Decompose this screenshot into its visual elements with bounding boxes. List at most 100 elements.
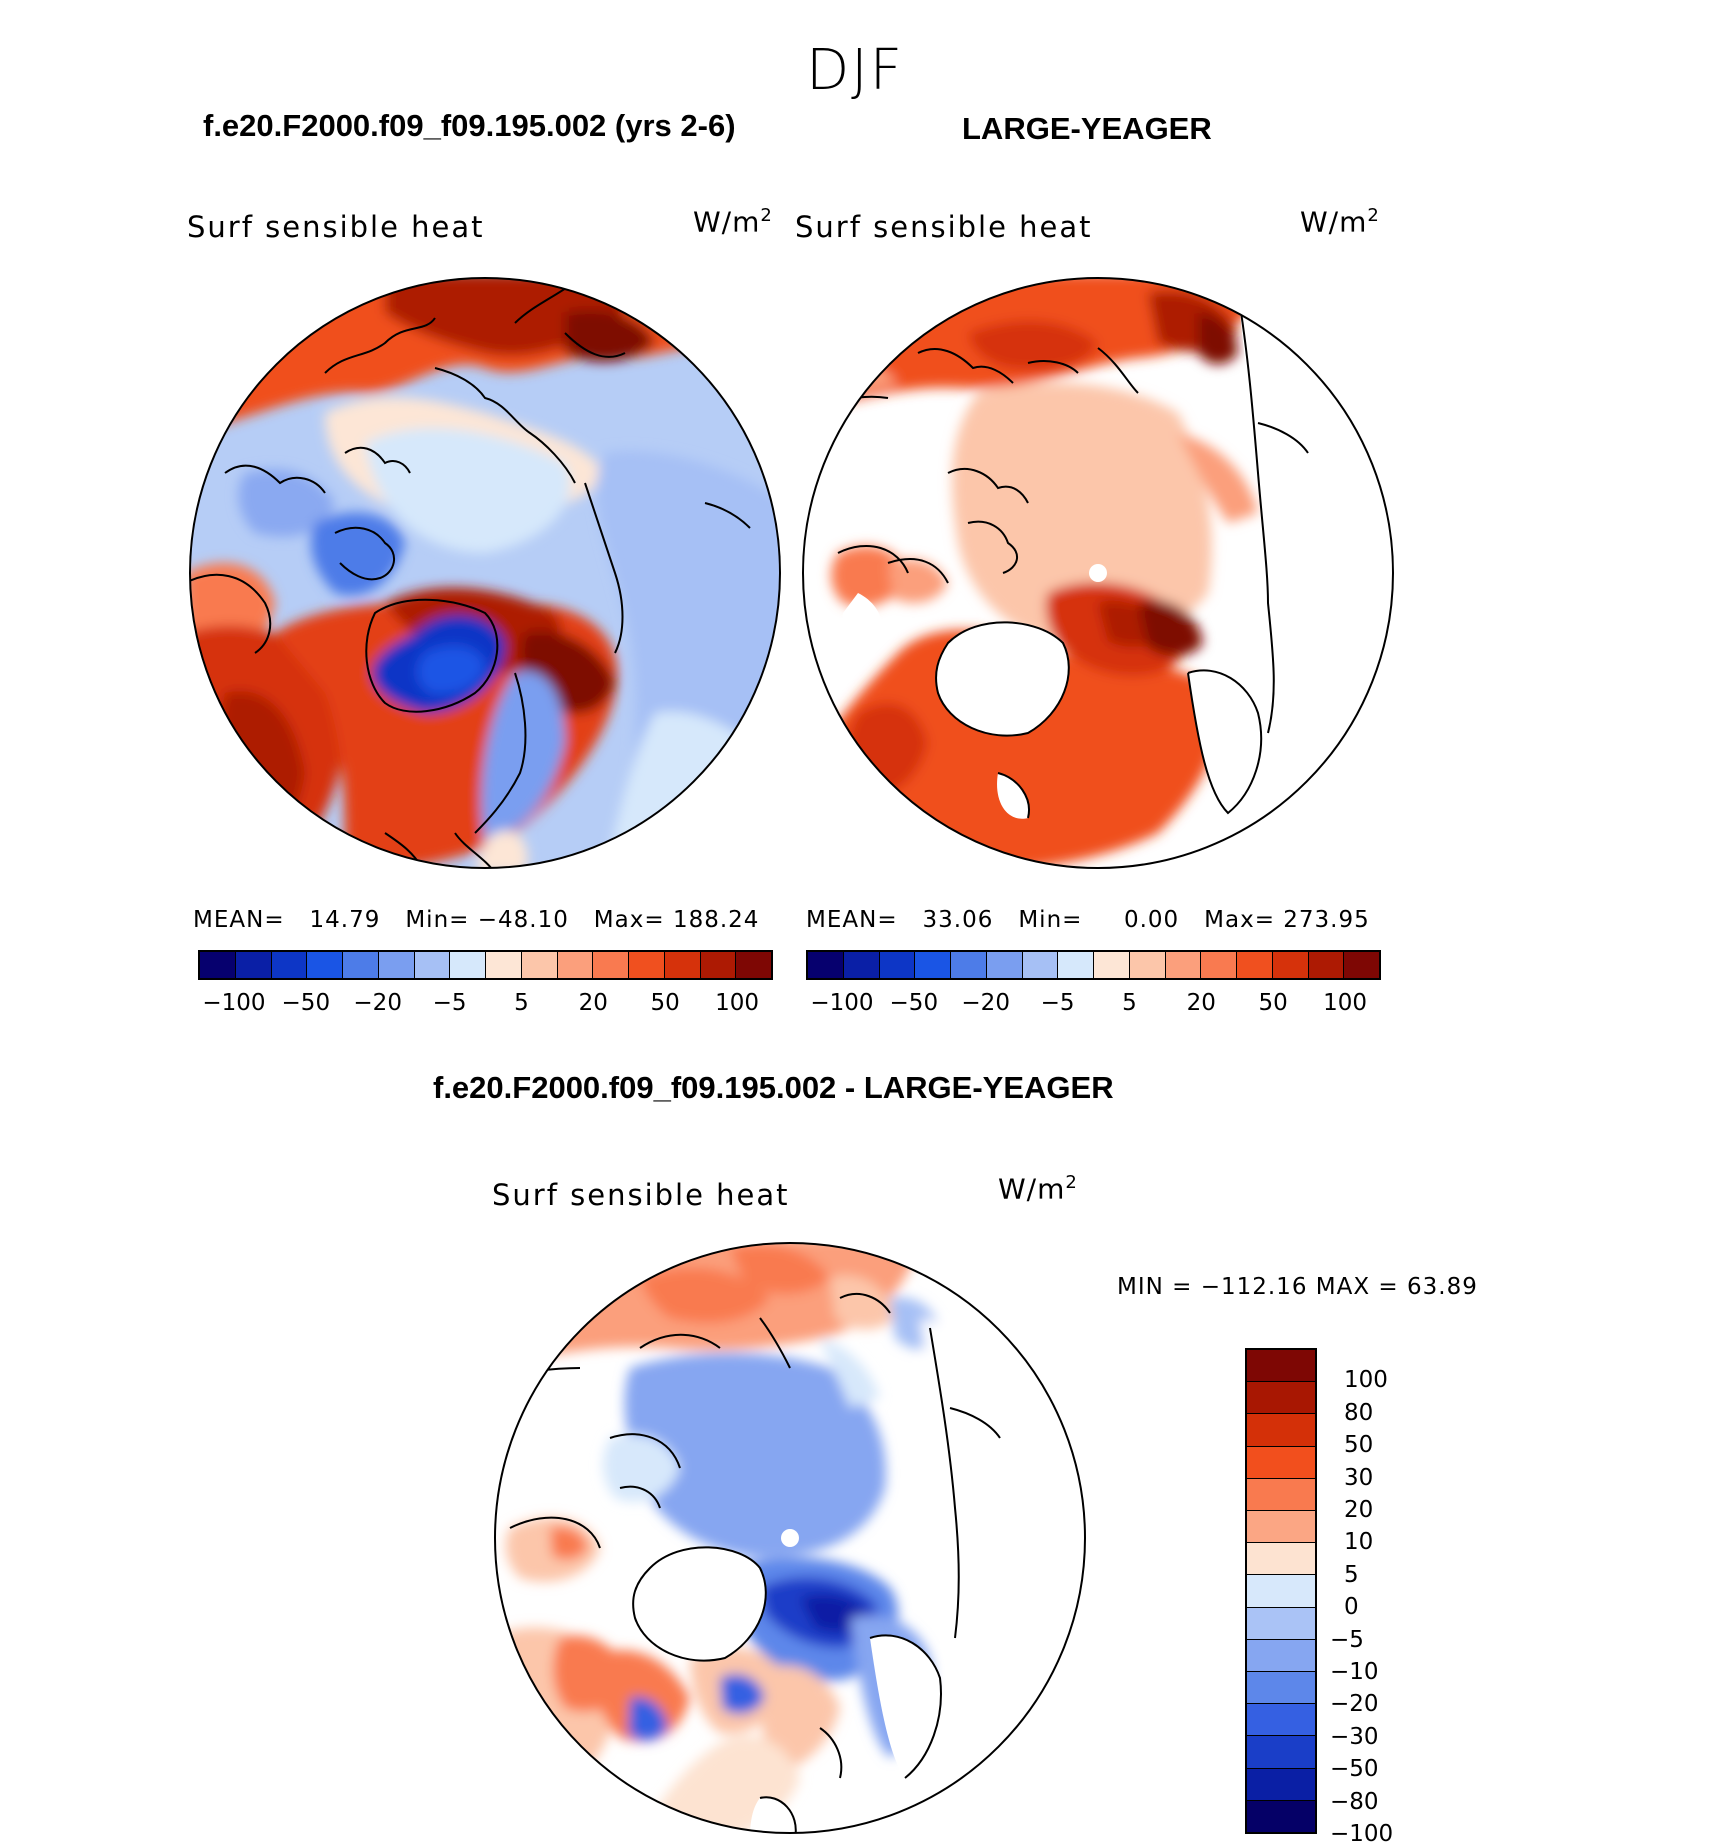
colorbar-tick-label: 30 <box>1344 1464 1374 1491</box>
season-title: DJF <box>806 38 904 103</box>
panel3-minmax: MIN = −112.16 MAX = 63.89 <box>1117 1274 1478 1300</box>
panel3-colorbar <box>1245 1348 1317 1834</box>
colorbar-tick-label: −5 <box>1040 990 1075 1016</box>
colorbar-swatch <box>951 952 987 978</box>
colorbar-swatch <box>414 952 451 978</box>
panel2-map <box>802 277 1394 869</box>
colorbar-swatch <box>1247 1511 1315 1544</box>
panel3-variable-label: Surf sensible heat <box>492 1178 790 1212</box>
colorbar-swatch <box>1247 1382 1315 1415</box>
colorbar-tick-label: 5 <box>514 990 529 1016</box>
panel1-colorbar <box>198 950 773 980</box>
colorbar-tick-label: −50 <box>1330 1756 1379 1783</box>
colorbar-tick-label: 50 <box>650 990 680 1016</box>
colorbar-swatch <box>521 952 558 978</box>
colorbar-tick-label: −5 <box>1330 1626 1364 1653</box>
panel2-colorbar <box>806 950 1381 980</box>
colorbar-tick-label: 20 <box>1186 990 1216 1016</box>
colorbar-tick-label: 100 <box>1344 1367 1388 1394</box>
colorbar-swatch <box>1247 1639 1315 1673</box>
colorbar-swatch <box>1058 952 1094 978</box>
colorbar-swatch <box>1247 1350 1315 1383</box>
colorbar-tick-label: −20 <box>961 990 1010 1016</box>
colorbar-swatch <box>879 952 916 978</box>
colorbar-swatch <box>1247 1800 1315 1833</box>
colorbar-swatch <box>1237 952 1273 978</box>
colorbar-tick-label: 5 <box>1122 990 1137 1016</box>
panel1-units: W/m2 <box>693 205 773 239</box>
panel1-variable-label: Surf sensible heat <box>187 210 485 244</box>
colorbar-swatch <box>1247 1607 1315 1640</box>
colorbar-swatch <box>1344 952 1379 978</box>
colorbar-tick-label: 10 <box>1344 1529 1374 1556</box>
colorbar-swatch <box>378 952 415 978</box>
colorbar-swatch <box>1247 1704 1315 1737</box>
colorbar-tick-label: −20 <box>353 990 402 1016</box>
colorbar-tick-label: 20 <box>1344 1497 1374 1523</box>
colorbar-swatch <box>343 952 379 978</box>
panel2-colorbar-labels: −100 −50 −20 −5 5 20 50 100 <box>806 990 1381 1020</box>
colorbar-swatch <box>593 952 629 978</box>
colorbar-swatch <box>700 952 737 978</box>
colorbar-tick-label: −100 <box>202 990 266 1016</box>
colorbar-tick-label: −80 <box>1330 1788 1379 1815</box>
colorbar-swatch <box>1201 952 1237 978</box>
panel3-units: W/m2 <box>998 1172 1078 1206</box>
panel2-units: W/m2 <box>1300 205 1380 239</box>
panel3-colorbar-labels: 100 80 50 30 20 10 5 0 −5 −10 −20 −30 −50 −80 −100 <box>1330 1348 1450 1847</box>
panel2-stats: MEAN= 33.06 Min= 0.00 Max= 273.95 <box>806 907 1370 933</box>
colorbar-swatch <box>629 952 665 978</box>
panel1-title: f.e20.F2000.f09_f09.195.002 (yrs 2-6) <box>203 108 736 143</box>
panel1-map <box>189 277 781 869</box>
colorbar-swatch <box>271 952 308 978</box>
colorbar-tick-label: −50 <box>281 990 331 1016</box>
colorbar-tick-label: −30 <box>1330 1723 1379 1750</box>
colorbar-swatch <box>915 952 951 978</box>
panel1-stats: MEAN= 14.79 Min= −48.10 Max= 188.24 <box>193 907 760 933</box>
colorbar-swatch <box>235 952 272 978</box>
colorbar-tick-label: 5 <box>1344 1561 1359 1588</box>
colorbar-swatch <box>1247 1414 1315 1447</box>
colorbar-tick-label: 80 <box>1344 1399 1374 1426</box>
colorbar-tick-label: 100 <box>715 990 760 1016</box>
colorbar-swatch <box>1247 1768 1315 1801</box>
panel1-colorbar-labels: −100 −50 −20 −5 5 20 50 100 <box>198 990 773 1020</box>
colorbar-swatch <box>1165 952 1202 978</box>
colorbar-swatch <box>307 952 343 978</box>
colorbar-swatch <box>1272 952 1309 978</box>
colorbar-swatch <box>808 952 844 978</box>
colorbar-tick-label: −5 <box>432 990 467 1016</box>
colorbar-swatch <box>1247 1543 1315 1576</box>
colorbar-tick-label: −100 <box>1330 1821 1394 1847</box>
colorbar-tick-label: −100 <box>810 990 874 1016</box>
colorbar-swatch <box>986 952 1023 978</box>
colorbar-swatch <box>843 952 880 978</box>
colorbar-tick-label: −20 <box>1330 1691 1379 1718</box>
colorbar-swatch <box>1247 1446 1315 1479</box>
colorbar-tick-label: 50 <box>1344 1432 1374 1459</box>
colorbar-swatch <box>450 952 486 978</box>
colorbar-tick-label: 50 <box>1258 990 1288 1016</box>
panel2-title: LARGE-YEAGER <box>962 111 1212 146</box>
colorbar-tick-label: 0 <box>1344 1594 1359 1621</box>
colorbar-swatch <box>1247 1672 1315 1705</box>
colorbar-swatch <box>1247 1478 1315 1512</box>
colorbar-swatch <box>1022 952 1059 978</box>
colorbar-swatch <box>1308 952 1345 978</box>
colorbar-swatch <box>1094 952 1130 978</box>
colorbar-swatch <box>486 952 522 978</box>
colorbar-swatch <box>664 952 701 978</box>
colorbar-tick-label: 20 <box>578 990 608 1016</box>
colorbar-swatch <box>736 952 771 978</box>
colorbar-swatch <box>200 952 236 978</box>
colorbar-tick-label: −10 <box>1330 1659 1379 1685</box>
panel3-map <box>494 1242 1086 1834</box>
colorbar-swatch <box>1247 1736 1315 1769</box>
colorbar-swatch <box>1129 952 1166 978</box>
panel3-title: f.e20.F2000.f09_f09.195.002 - LARGE-YEAG… <box>433 1070 1114 1105</box>
panel2-variable-label: Surf sensible heat <box>795 210 1093 244</box>
colorbar-tick-label: −50 <box>889 990 939 1016</box>
colorbar-swatch <box>557 952 594 978</box>
colorbar-swatch <box>1247 1575 1315 1608</box>
colorbar-tick-label: 100 <box>1323 990 1368 1016</box>
